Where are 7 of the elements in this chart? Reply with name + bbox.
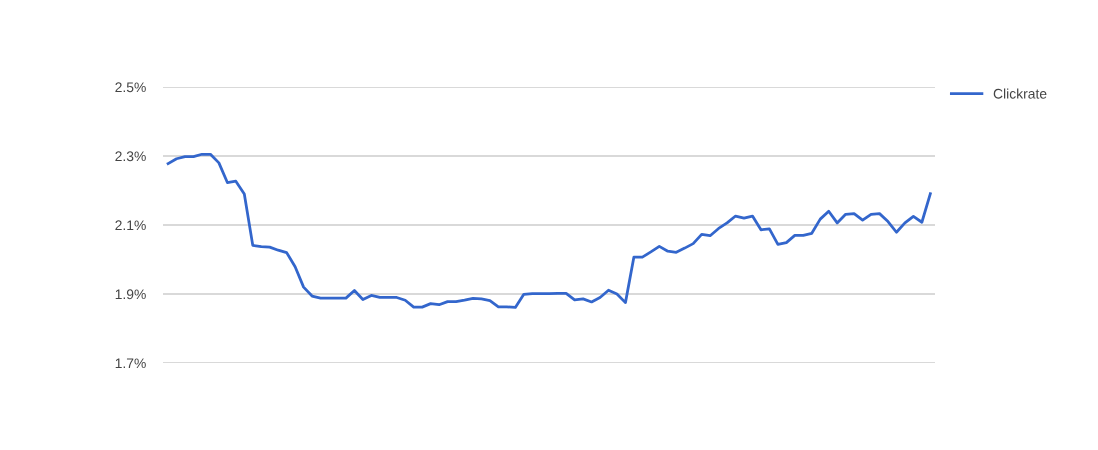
y-tick-label: 1.9% bbox=[115, 289, 146, 300]
y-tick-label: 2.3% bbox=[115, 151, 146, 162]
y-tick-label: 2.1% bbox=[115, 220, 146, 231]
legend-label: Clickrate bbox=[993, 88, 1047, 99]
line-series bbox=[166, 152, 932, 309]
y-tick-label: 1.7% bbox=[115, 358, 146, 369]
y-tick-label: 2.5% bbox=[115, 82, 146, 93]
